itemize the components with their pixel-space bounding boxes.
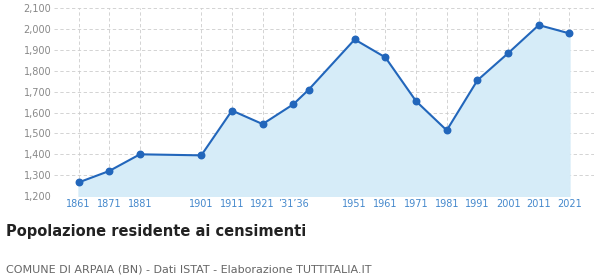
Point bbox=[442, 128, 452, 132]
Point bbox=[289, 102, 298, 106]
Point bbox=[473, 78, 482, 83]
Text: Popolazione residente ai censimenti: Popolazione residente ai censimenti bbox=[6, 224, 306, 239]
Point bbox=[534, 23, 544, 27]
Point bbox=[227, 108, 237, 113]
Point bbox=[74, 180, 83, 185]
Point bbox=[196, 153, 206, 158]
Point bbox=[304, 87, 313, 92]
Point bbox=[411, 99, 421, 103]
Point bbox=[135, 152, 145, 157]
Point bbox=[565, 31, 574, 36]
Point bbox=[104, 169, 114, 173]
Point bbox=[503, 51, 513, 55]
Text: COMUNE DI ARPAIA (BN) - Dati ISTAT - Elaborazione TUTTITALIA.IT: COMUNE DI ARPAIA (BN) - Dati ISTAT - Ela… bbox=[6, 264, 371, 274]
Point bbox=[350, 37, 359, 42]
Point bbox=[258, 122, 268, 126]
Point bbox=[380, 55, 390, 60]
